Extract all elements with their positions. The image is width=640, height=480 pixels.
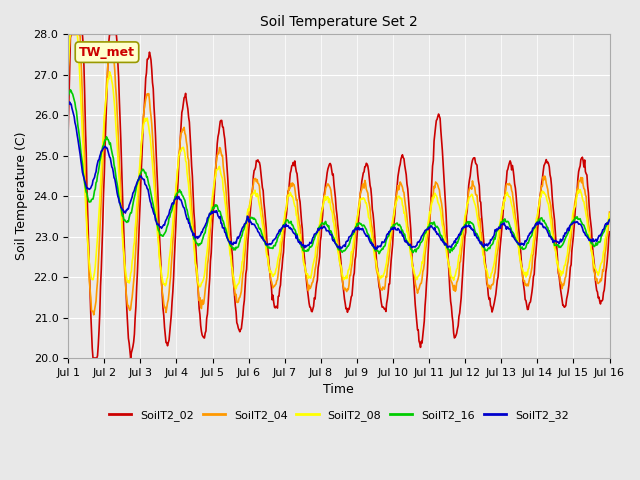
SoilT2_02 xyxy=(605,229,613,235)
SoilT2_02 xyxy=(89,355,97,361)
SoilT2_16 xyxy=(605,216,613,222)
SoilT2_08 xyxy=(605,211,613,216)
SoilT2_02 xyxy=(215,131,223,136)
SoilT2_02 xyxy=(422,293,429,299)
SoilT2_08 xyxy=(75,51,83,57)
SoilT2_32 xyxy=(66,99,74,105)
SoilT2_16 xyxy=(186,218,193,224)
SoilT2_32 xyxy=(214,213,222,219)
X-axis label: Time: Time xyxy=(323,383,354,396)
SoilT2_32 xyxy=(422,227,429,233)
SoilT2_04 xyxy=(215,151,223,156)
Line: SoilT2_04: SoilT2_04 xyxy=(68,35,609,315)
SoilT2_32 xyxy=(186,220,193,226)
SoilT2_04 xyxy=(186,180,194,185)
SoilT2_02 xyxy=(67,32,75,37)
SoilT2_08 xyxy=(232,286,240,292)
SoilT2_16 xyxy=(64,94,72,99)
Legend: SoilT2_02, SoilT2_04, SoilT2_08, SoilT2_16, SoilT2_32: SoilT2_02, SoilT2_04, SoilT2_08, SoilT2_… xyxy=(104,406,573,425)
SoilT2_04 xyxy=(406,238,414,244)
Line: SoilT2_32: SoilT2_32 xyxy=(68,102,609,249)
Y-axis label: Soil Temperature (C): Soil Temperature (C) xyxy=(15,132,28,261)
SoilT2_04 xyxy=(605,209,613,215)
Line: SoilT2_16: SoilT2_16 xyxy=(68,90,609,253)
SoilT2_08 xyxy=(422,237,429,242)
SoilT2_02 xyxy=(406,218,414,224)
Line: SoilT2_08: SoilT2_08 xyxy=(68,35,609,289)
SoilT2_16 xyxy=(422,230,429,236)
SoilT2_08 xyxy=(64,64,72,70)
SoilT2_04 xyxy=(131,256,139,262)
SoilT2_04 xyxy=(67,32,74,37)
SoilT2_08 xyxy=(214,167,222,172)
SoilT2_02 xyxy=(64,129,72,135)
SoilT2_08 xyxy=(186,192,193,197)
SoilT2_32 xyxy=(406,241,414,247)
SoilT2_08 xyxy=(67,32,74,37)
SoilT2_08 xyxy=(406,247,414,253)
SoilT2_02 xyxy=(75,32,83,37)
SoilT2_04 xyxy=(422,245,429,251)
SoilT2_08 xyxy=(131,239,138,245)
Text: TW_met: TW_met xyxy=(79,46,135,59)
SoilT2_32 xyxy=(131,187,138,193)
SoilT2_16 xyxy=(214,206,222,212)
SoilT2_04 xyxy=(90,312,97,318)
SoilT2_02 xyxy=(131,315,139,321)
SoilT2_16 xyxy=(131,194,138,200)
SoilT2_16 xyxy=(75,128,83,134)
SoilT2_04 xyxy=(75,32,83,37)
SoilT2_16 xyxy=(67,87,74,93)
SoilT2_32 xyxy=(75,142,83,148)
SoilT2_02 xyxy=(186,132,194,138)
SoilT2_32 xyxy=(371,246,379,252)
Title: Soil Temperature Set 2: Soil Temperature Set 2 xyxy=(260,15,418,29)
SoilT2_16 xyxy=(375,251,383,256)
SoilT2_16 xyxy=(406,243,414,249)
SoilT2_32 xyxy=(64,100,72,106)
SoilT2_32 xyxy=(605,217,613,223)
SoilT2_04 xyxy=(64,76,72,82)
Line: SoilT2_02: SoilT2_02 xyxy=(68,35,609,358)
